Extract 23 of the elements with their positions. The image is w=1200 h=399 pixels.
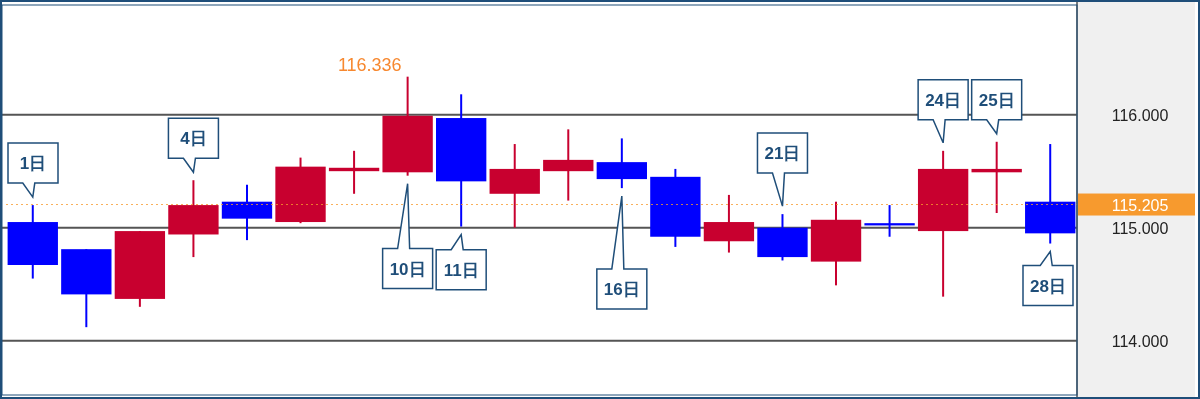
annotation: 116.336 bbox=[337, 54, 402, 75]
x-tick-label: 24日 bbox=[925, 90, 962, 110]
ref-line-label: 115.205 bbox=[1111, 196, 1169, 214]
y-tick-label: 115.000 bbox=[1111, 219, 1169, 237]
callout: 1日 bbox=[7, 142, 59, 200]
callout: 11日 bbox=[435, 232, 487, 291]
y-tick-label: 116.000 bbox=[1111, 106, 1169, 124]
callout: 28日 bbox=[1022, 249, 1074, 307]
callout: 10日 bbox=[381, 182, 434, 290]
x-tick-label: 10日 bbox=[389, 259, 426, 279]
callout: 16日 bbox=[596, 195, 648, 310]
x-tick-label: 11日 bbox=[443, 260, 479, 280]
x-tick-label: 21日 bbox=[764, 143, 801, 163]
x-tick-label: 25日 bbox=[978, 90, 1015, 110]
x-tick-label: 16日 bbox=[603, 279, 640, 299]
y-tick-label: 114.000 bbox=[1111, 332, 1169, 350]
callout: 24日 bbox=[917, 79, 969, 144]
x-tick-label: 4日 bbox=[180, 129, 207, 149]
callout: 21日 bbox=[756, 132, 809, 207]
callout: 4日 bbox=[167, 117, 220, 175]
callout: 25日 bbox=[970, 79, 1023, 136]
x-tick-label: 1日 bbox=[19, 154, 47, 174]
x-tick-label: 28日 bbox=[1030, 276, 1066, 296]
